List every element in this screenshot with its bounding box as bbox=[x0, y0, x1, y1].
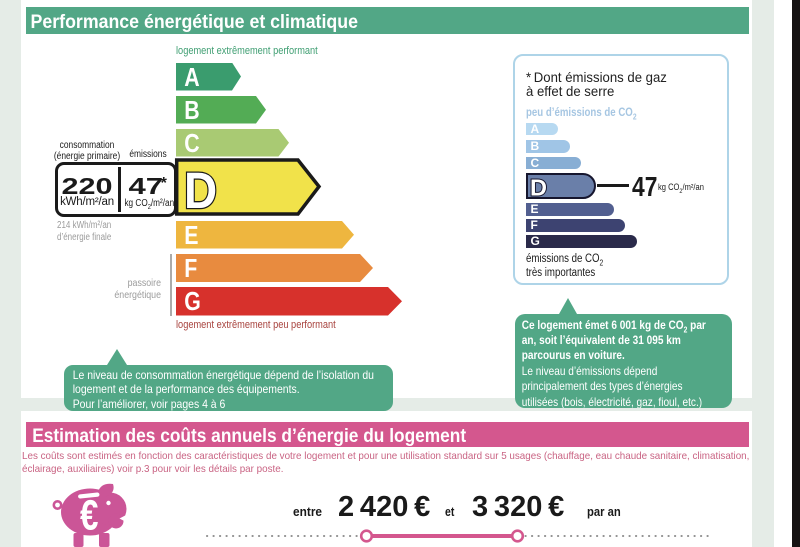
svg-text:D: D bbox=[530, 174, 547, 200]
svg-text:€: € bbox=[80, 491, 98, 539]
svg-text:D: D bbox=[184, 163, 217, 218]
